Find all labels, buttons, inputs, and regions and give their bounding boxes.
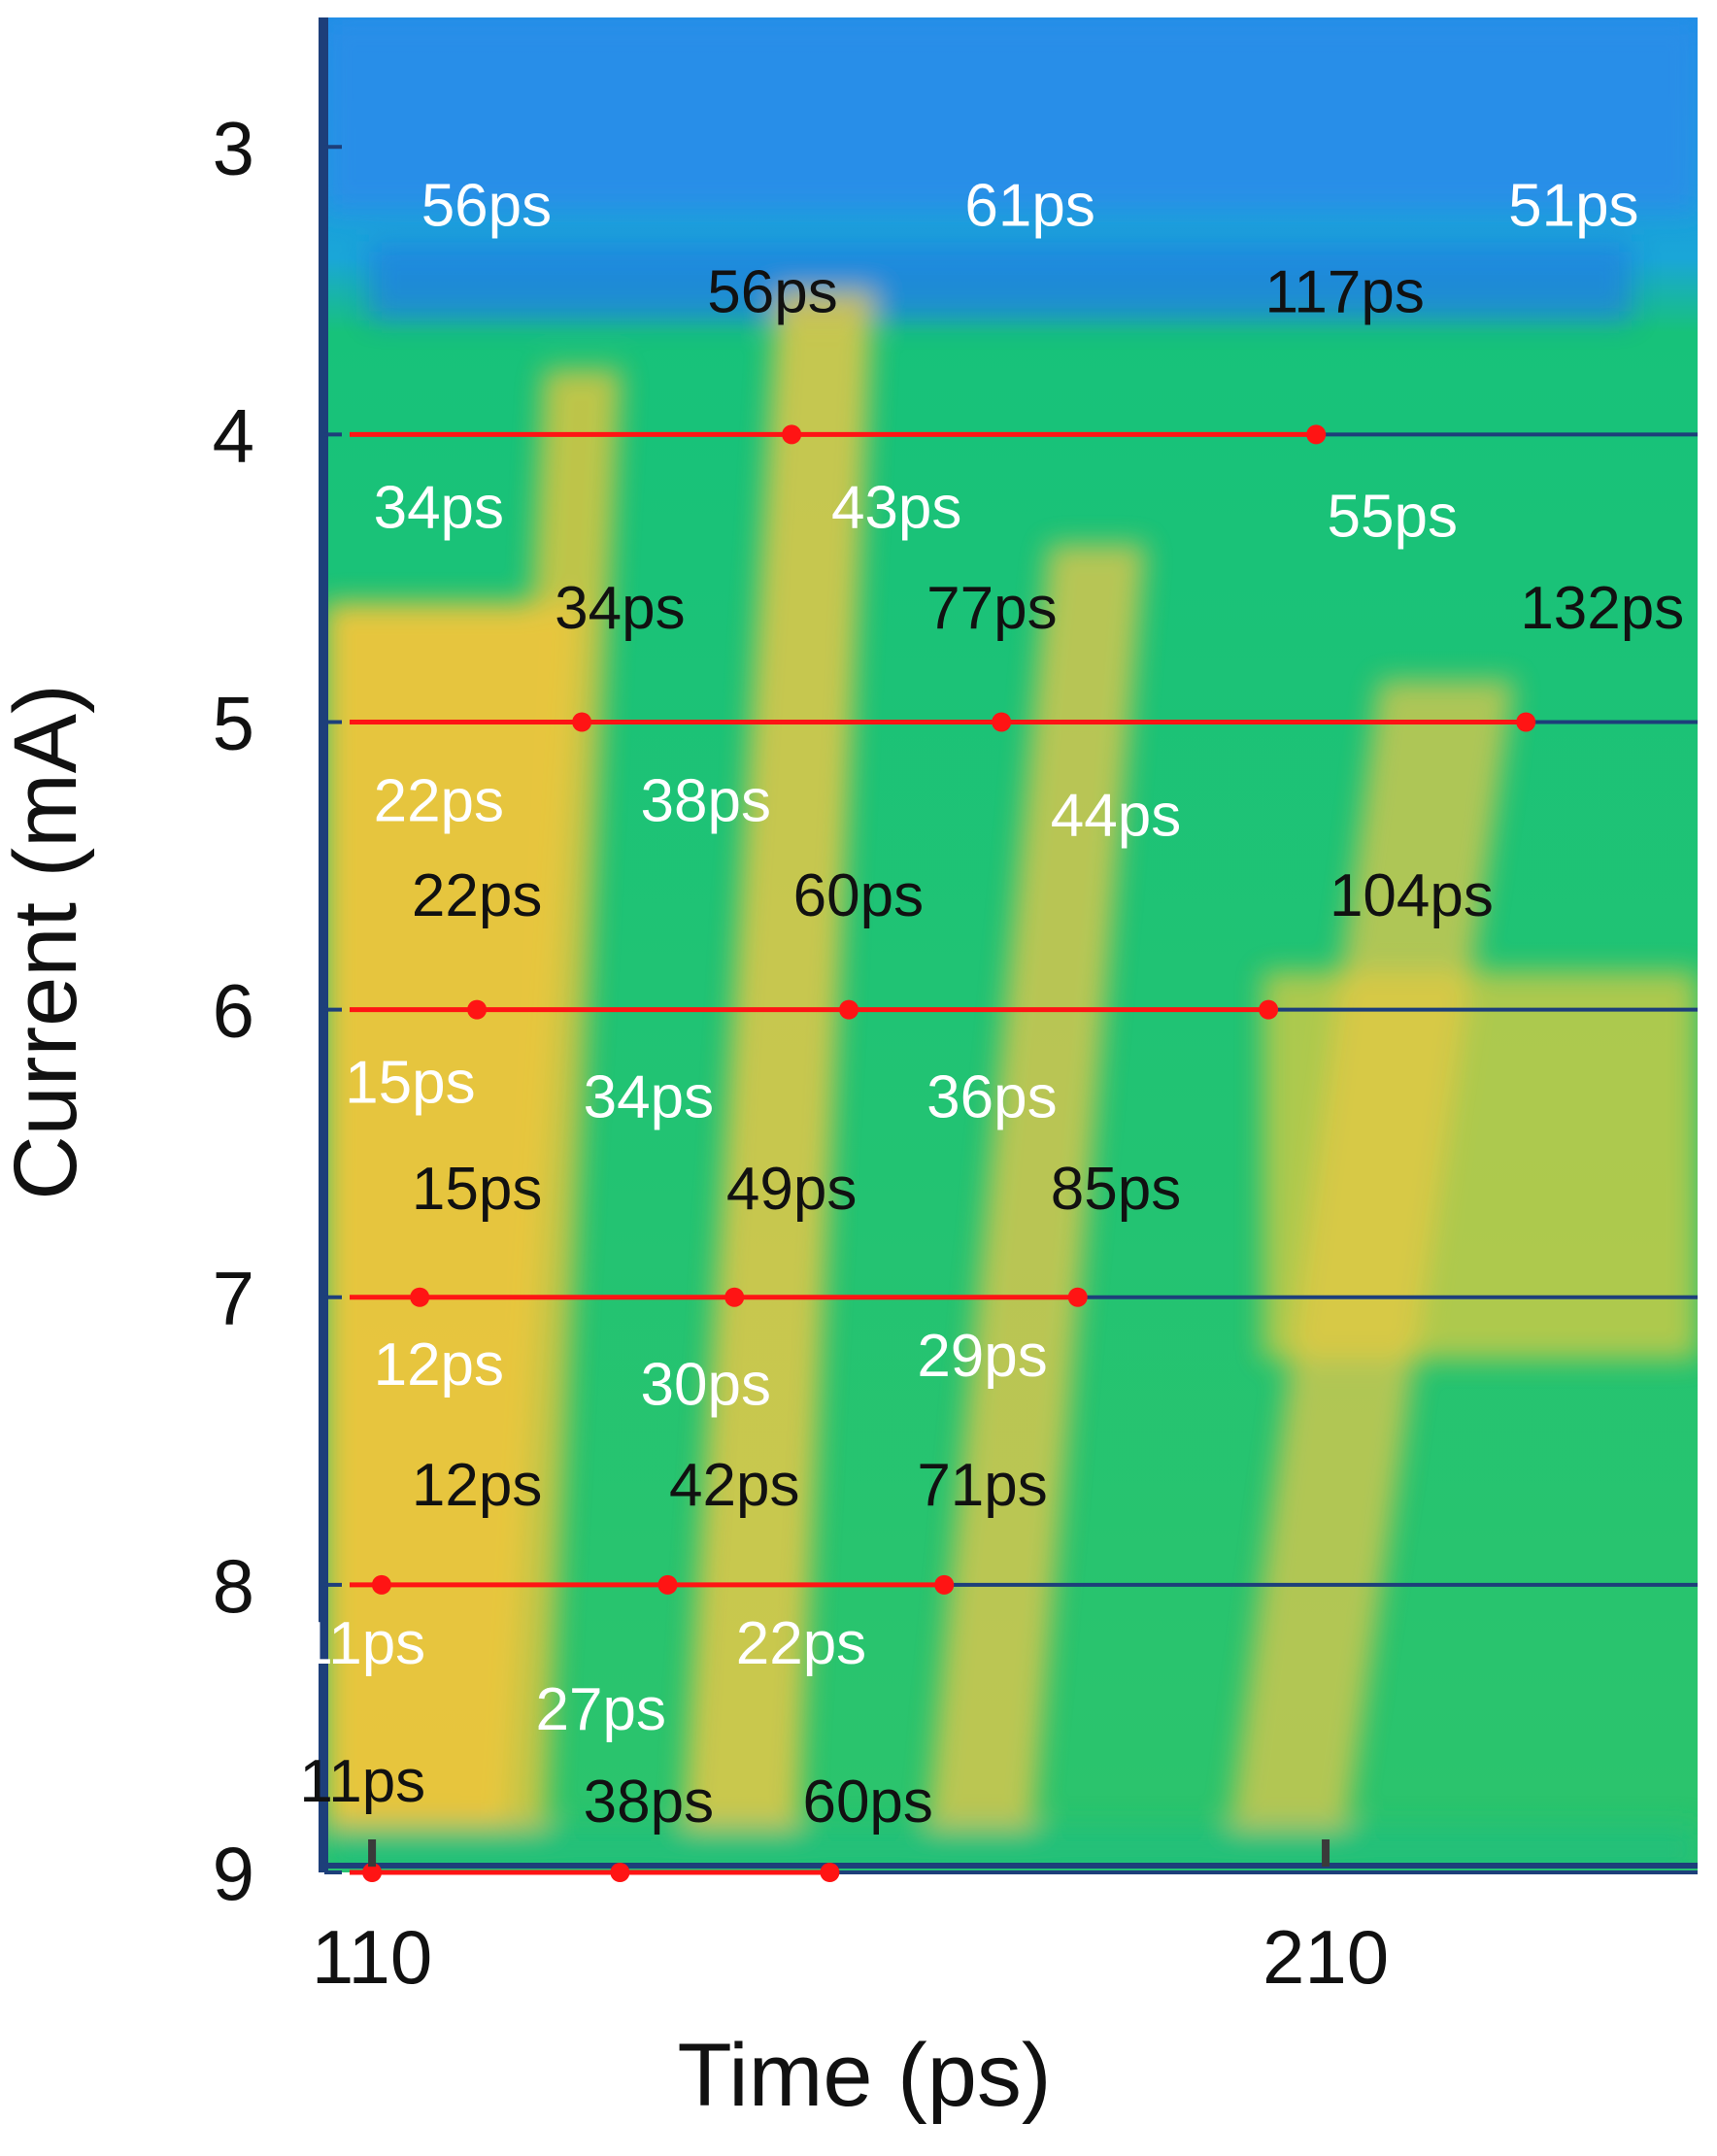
y-tick-label: 6 (213, 968, 254, 1054)
plot-left-edge (319, 17, 328, 1872)
measurement-markers (362, 424, 1536, 1882)
delay-label: 61ps (964, 172, 1094, 239)
measurement-lines (350, 431, 1527, 1875)
marker-8-3 (934, 1574, 955, 1595)
delay-label: 15ps (412, 1156, 542, 1223)
delay-label: 60ps (793, 862, 924, 929)
delay-label: 22ps (412, 862, 542, 929)
marker-9-2 (610, 1863, 630, 1882)
marker-7-1 (410, 1287, 430, 1307)
delay-label: 60ps (802, 1769, 932, 1836)
delay-label: 42ps (669, 1452, 799, 1519)
delay-label: 15ps (345, 1050, 475, 1117)
marker-6-2 (839, 999, 859, 1020)
y-axis: 3 4 5 6 7 8 9 (213, 105, 342, 1916)
y-tick-label: 4 (213, 392, 254, 478)
delay-label: 56ps (421, 172, 552, 239)
delay-label: 51ps (1508, 172, 1638, 239)
delay-label: 22ps (736, 1610, 866, 1677)
delay-label: 34ps (584, 1063, 714, 1130)
marker-7-2 (724, 1287, 745, 1307)
delay-label: 11ps (299, 1610, 425, 1677)
delay-label: 85ps (1051, 1156, 1181, 1223)
y-axis-label: Current (mA) (0, 684, 95, 1200)
delay-label: 38ps (584, 1769, 714, 1836)
marker-9-3 (820, 1863, 840, 1882)
delay-label: 77ps (926, 575, 1057, 642)
delay-label: 44ps (1051, 782, 1181, 849)
delay-label: 71ps (917, 1452, 1047, 1519)
delay-label: 132ps (1520, 575, 1684, 642)
delay-label: 22ps (374, 767, 504, 834)
y-tick-label: 3 (213, 105, 254, 190)
marker-5-3 (1516, 712, 1536, 732)
delay-label: 56ps (707, 258, 837, 325)
marker-5-1 (572, 712, 592, 732)
marker-4-2 (1306, 424, 1327, 445)
marker-6-1 (467, 999, 488, 1020)
x-axis: 110 210 (312, 1839, 1389, 2000)
marker-5-2 (992, 712, 1012, 732)
x-axis-label: Time (ps) (677, 2026, 1051, 2125)
delay-label: 11ps (299, 1748, 425, 1815)
delay-label: 34ps (374, 474, 504, 541)
y-tick-label: 8 (213, 1543, 254, 1629)
y-tick-label: 5 (213, 681, 254, 766)
delay-label: 30ps (641, 1352, 771, 1419)
delay-label: 12ps (412, 1452, 542, 1519)
x-tick-label: 110 (312, 1914, 432, 2000)
x-tick-label: 210 (1262, 1914, 1389, 2000)
marker-6-3 (1259, 999, 1279, 1020)
y-tick-label: 9 (213, 1831, 254, 1916)
delay-label: 38ps (641, 767, 771, 834)
delay-label: 29ps (917, 1323, 1047, 1390)
delay-label: 104ps (1330, 862, 1494, 929)
delay-label: 27ps (536, 1676, 666, 1743)
delay-label: 49ps (726, 1156, 857, 1223)
delay-label: 36ps (926, 1063, 1057, 1130)
plot-bottom-edge (324, 1863, 1698, 1869)
delay-label: 43ps (831, 474, 961, 541)
marker-8-2 (657, 1574, 678, 1595)
delay-label: 12ps (374, 1331, 504, 1398)
marker-7-3 (1067, 1287, 1088, 1307)
plot-background (324, 17, 1698, 1872)
delay-label: 55ps (1328, 483, 1458, 550)
delay-label: 117ps (1265, 258, 1425, 325)
marker-8-1 (371, 1574, 391, 1595)
marker-9-1 (362, 1863, 383, 1882)
delay-labels: 56ps 61ps 51ps 56ps 117ps 34ps 43ps 55ps 34ps 77p… (299, 172, 1684, 1835)
y-tick-label: 7 (213, 1256, 254, 1341)
delay-label: 34ps (555, 575, 685, 642)
marker-4-1 (782, 424, 802, 445)
